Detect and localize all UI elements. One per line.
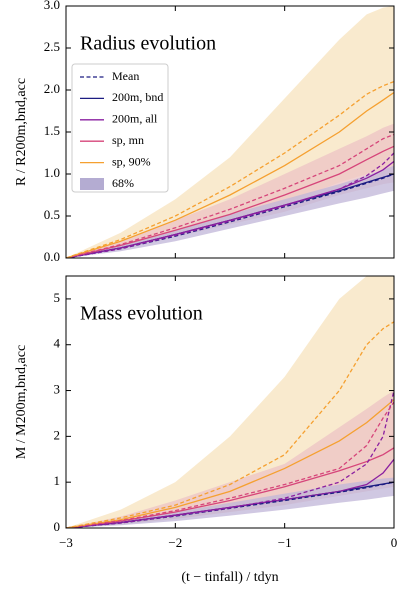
panel-title: Mass evolution (80, 303, 203, 325)
legend-label: 200m, bnd (112, 90, 163, 104)
axes-frame (65, 275, 395, 529)
y-tick-label: 2 (54, 427, 61, 442)
y-tick-label: 4 (54, 336, 61, 351)
mean-line (66, 321, 394, 528)
y-tick-label: 0 (54, 519, 61, 534)
y-tick-label: 1.0 (44, 165, 60, 180)
y-tick-label: 3.0 (44, 0, 60, 12)
y-tick-label: 2.0 (44, 81, 60, 96)
x-axis-label: (t − tinfall) / tdyn (181, 570, 278, 585)
series-line (66, 145, 394, 258)
mean-line (66, 390, 394, 528)
series-line (66, 91, 394, 258)
legend-label: 68% (112, 176, 134, 190)
band (66, 6, 394, 258)
mean-line (66, 80, 394, 258)
plot-area (66, 6, 394, 258)
x-tick-label: −1 (278, 535, 292, 550)
y-axis-label: R / R200m,bnd,acc (14, 78, 29, 186)
legend: Mean 200m, bnd 200m, all sp, mn sp, 90% 68% (71, 63, 169, 193)
mean-line (66, 133, 394, 258)
y-tick-label: 3 (54, 382, 61, 397)
legend-swatch (80, 178, 104, 190)
y-tick-label: 0.0 (44, 249, 60, 264)
series-line (66, 447, 394, 528)
y-tick-label: 1.5 (44, 123, 60, 138)
y-tick-label: 5 (54, 290, 61, 305)
series-line (66, 399, 394, 528)
legend-label: sp, mn (112, 133, 144, 147)
legend-box (71, 63, 169, 193)
plot-area (66, 276, 394, 528)
panel-title: Radius evolution (80, 33, 216, 55)
series-line (66, 160, 394, 258)
y-tick-label: 1 (54, 473, 61, 488)
y-tick-label: 0.5 (44, 207, 60, 222)
x-tick-label: 0 (391, 535, 398, 550)
legend-label: Mean (112, 69, 139, 83)
legend-label: sp, 90% (112, 154, 151, 168)
mean-line (66, 152, 394, 258)
mean-line (66, 401, 394, 528)
y-tick-label: 2.5 (44, 39, 60, 54)
legend-label: 200m, all (112, 112, 158, 126)
y-axis-label: M / M200m,bnd,acc (14, 345, 29, 459)
x-tick-label: −3 (59, 535, 73, 550)
x-tick-label: −2 (168, 535, 182, 550)
